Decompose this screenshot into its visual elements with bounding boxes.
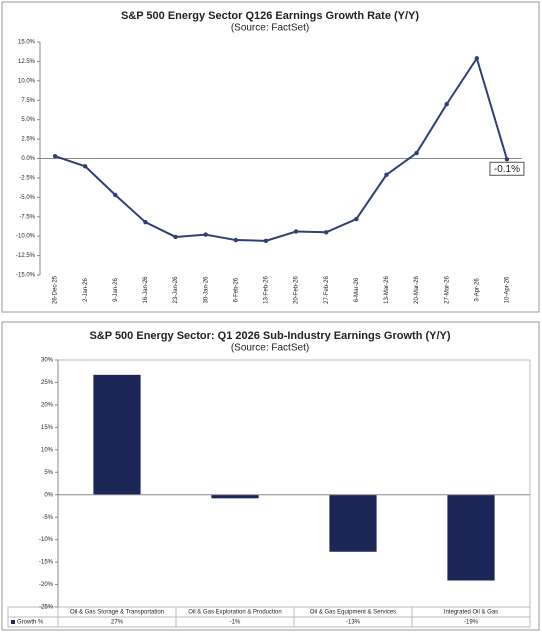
- table-category: Oil & Gas Exploration & Production: [188, 610, 281, 616]
- point: [504, 157, 510, 162]
- x-tick-label: 20-Mar-26: [414, 276, 420, 304]
- point: [203, 232, 208, 237]
- table-value: -1%: [230, 620, 241, 626]
- x-tick-label: 6-Mar-26: [354, 277, 360, 302]
- y-tick-label: 30%: [41, 358, 54, 364]
- x-tick-label: 3-Apr-26: [474, 278, 480, 302]
- y-tick-label: 5.0%: [21, 117, 35, 123]
- x-tick-label: 2-Jan-26: [83, 278, 89, 302]
- y-tick-label: -5%: [42, 515, 53, 521]
- chart-title: S&P 500 Energy Sector: Q1 2026 Sub-Indus…: [89, 330, 450, 342]
- table-value: -13%: [346, 620, 361, 626]
- data-label: -0.1%: [494, 164, 520, 175]
- bar: [211, 494, 259, 499]
- table-category: Integrated Oil & Gas: [444, 610, 498, 616]
- point: [143, 219, 148, 225]
- y-tick-label: -12.5%: [16, 253, 36, 259]
- x-tick-label: 27-Feb-26: [324, 275, 330, 303]
- y-tick-label: 0%: [44, 492, 53, 498]
- y-tick-label: -5.0%: [19, 195, 35, 201]
- x-tick-label: 20-Feb-26: [294, 275, 300, 303]
- y-tick-label: 12.5%: [18, 59, 36, 65]
- chart-frame: [1, 1, 540, 313]
- chart-frame: [1, 321, 540, 631]
- point: [293, 229, 299, 234]
- line: [54, 55, 508, 242]
- y-tick-label: -2.5%: [19, 175, 35, 181]
- point: [52, 153, 58, 159]
- point: [323, 230, 329, 235]
- table-category: Oil & Gas Storage & Transportation: [70, 610, 164, 616]
- y-tick-label: 10%: [41, 447, 54, 453]
- chart-title: S&P 500 Energy Sector Q126 Earnings Grow…: [121, 10, 419, 22]
- y-tick-label: 20%: [41, 402, 54, 408]
- point: [444, 101, 449, 107]
- x-tick-label: 10-Apr-26: [505, 276, 511, 303]
- point: [414, 150, 419, 156]
- point: [113, 192, 118, 198]
- x-tick-label: 13-Feb-26: [264, 275, 270, 303]
- y-tick-label: -20%: [39, 582, 54, 588]
- chart-subtitle: (Source: FactSet): [231, 343, 309, 354]
- bar: [447, 494, 495, 581]
- x-tick-label: 13-Mar-26: [384, 276, 390, 304]
- x-tick-label: 9-Jan-26: [113, 278, 119, 302]
- legend-label: Growth %: [17, 620, 44, 626]
- legend-swatch: [11, 620, 15, 624]
- x-tick-label: 30-Jan-26: [203, 276, 209, 304]
- y-tick-label: 15%: [41, 425, 54, 431]
- y-tick-label: -15.0%: [16, 273, 36, 279]
- bar: [329, 494, 377, 552]
- x-tick-label: 23-Jan-26: [173, 276, 179, 304]
- point: [354, 216, 359, 222]
- point: [173, 234, 178, 240]
- y-tick-label: 2.5%: [21, 137, 35, 143]
- y-tick-label: 5%: [44, 470, 53, 476]
- y-tick-label: 10.0%: [18, 78, 36, 84]
- y-tick-label: -10%: [39, 537, 54, 543]
- x-tick-label: 6-Feb-26: [233, 277, 239, 302]
- y-tick-label: 0.0%: [21, 156, 35, 162]
- table-category: Oil & Gas Equipment & Services: [310, 610, 396, 616]
- y-tick-label: 25%: [41, 380, 54, 386]
- point: [233, 237, 239, 243]
- point: [474, 56, 480, 61]
- y-tick-label: 15.0%: [18, 40, 36, 46]
- point: [263, 238, 269, 244]
- point: [82, 164, 88, 169]
- chart-subtitle: (Source: FactSet): [231, 23, 309, 34]
- label-box: [489, 161, 525, 176]
- y-tick-label: -7.5%: [19, 214, 35, 220]
- bar: [93, 374, 141, 495]
- y-tick-label: 7.5%: [21, 98, 35, 104]
- y-tick-label: -15%: [39, 560, 54, 566]
- table-value: -19%: [464, 620, 479, 626]
- x-tick-label: 27-Mar-26: [444, 276, 450, 304]
- y-tick-label: -25%: [39, 605, 54, 611]
- point: [384, 172, 389, 178]
- x-tick-label: 26-Dec-25: [53, 275, 59, 304]
- y-tick-label: -10.0%: [16, 234, 36, 240]
- table-value: 27%: [111, 620, 124, 626]
- x-tick-label: 16-Jan-26: [143, 276, 149, 304]
